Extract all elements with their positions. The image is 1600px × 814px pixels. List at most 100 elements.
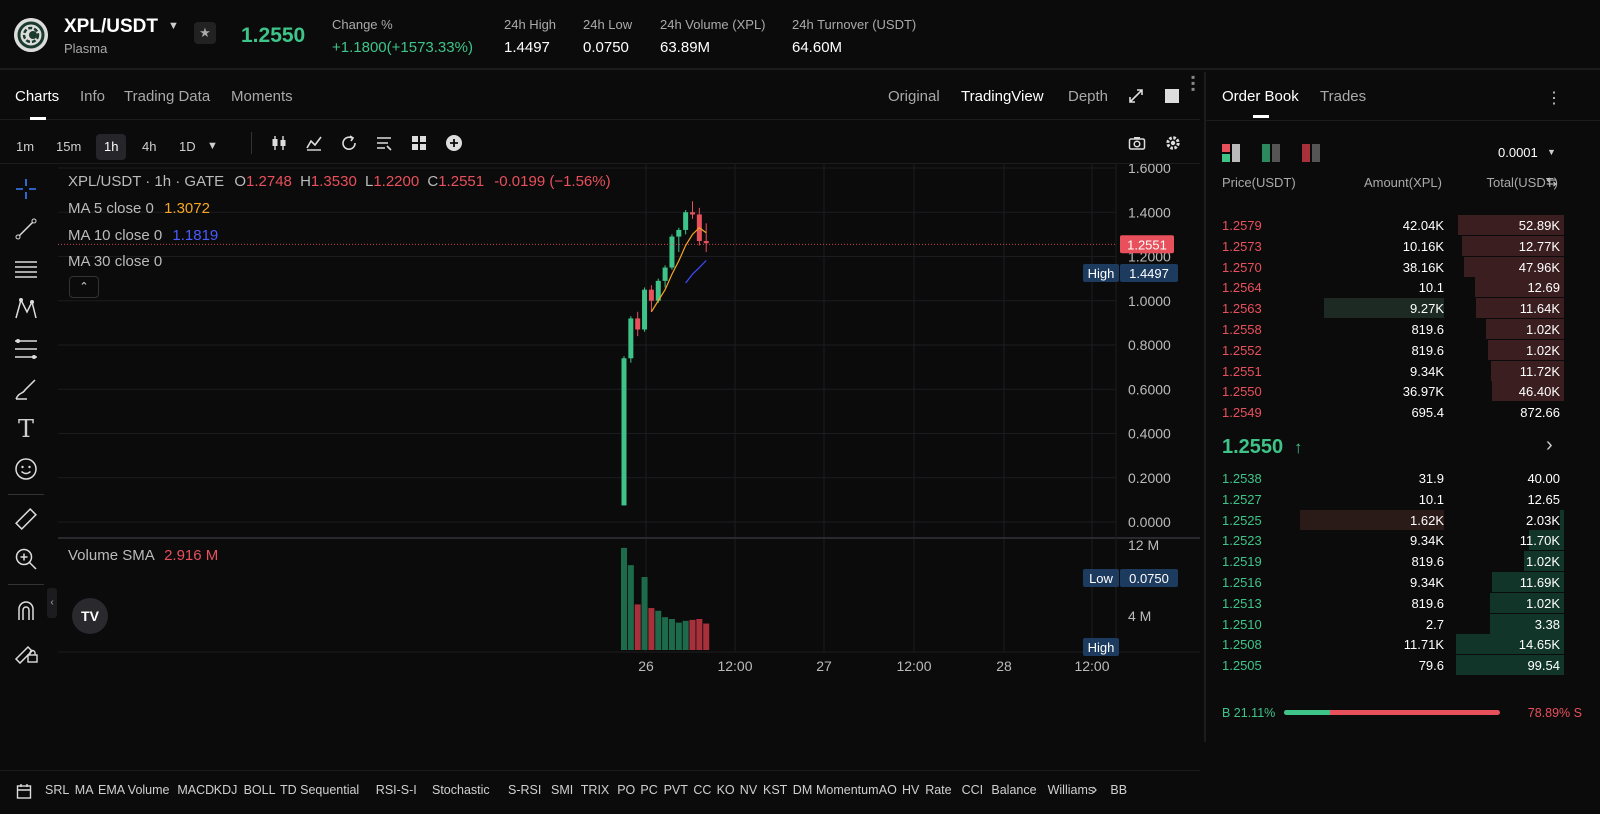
tab-moments[interactable]: Moments [231,88,293,105]
interval-dropdown-icon[interactable]: ▼ [207,140,218,152]
bid-row[interactable]: 1.2513 819.6 1.02K [1206,592,1600,613]
indicator-item[interactable]: SRL [45,783,70,797]
indicator-item[interactable]: SMI [551,783,574,797]
bid-row[interactable]: 1.2516 9.34K 11.69K [1206,572,1600,592]
more-menu-icon[interactable]: ⋮ [1546,90,1562,107]
indicator-item[interactable]: S-RSI [508,783,542,797]
indicator-item[interactable]: TD Sequential [280,783,360,797]
bid-row[interactable]: 1.2510 2.7 3.38 [1206,613,1600,634]
indicator-item[interactable]: BB [1110,783,1128,797]
precision-dropdown-icon[interactable]: ▼ [1547,147,1556,157]
tab-trading-data[interactable]: Trading Data [124,88,211,105]
collapse-legend-icon[interactable]: ⌃ [69,276,99,298]
indicator-item[interactable]: PO [617,783,636,797]
indicator-item[interactable]: CC [693,783,712,797]
bid-row[interactable]: 1.2523 9.34K 11.70K [1206,530,1600,551]
pattern-icon[interactable] [13,296,39,322]
bid-row[interactable]: 1.2527 10.1 12.65 [1206,489,1600,509]
view-original[interactable]: Original [888,88,940,105]
add-plus-icon[interactable] [445,134,463,157]
indicator-item[interactable]: HV [902,783,920,797]
bid-row[interactable]: 1.2505 79.6 99.54 [1206,655,1600,676]
emoji-icon[interactable] [13,456,39,482]
pair-dropdown-icon[interactable]: ▼ [168,20,179,32]
ask-row[interactable]: 1.2570 38.16K 47.96K [1206,256,1600,277]
indicators-icon[interactable] [305,134,323,157]
templates-icon[interactable] [375,134,393,157]
indicator-item[interactable]: Williams [1047,783,1095,797]
bid-row[interactable]: 1.2538 31.9 40.00 [1206,468,1600,488]
ruler-icon[interactable] [13,506,39,532]
replay-icon[interactable] [340,134,358,157]
bid-row[interactable]: 1.2525 1.62K 2.03K [1206,509,1600,530]
pair-symbol[interactable]: XPL/USDT [64,16,158,37]
indicator-item[interactable]: MACD [177,783,215,797]
ask-row[interactable]: 1.2579 42.04K 52.89K [1206,215,1600,235]
tradingview-logo-icon[interactable]: TV [72,598,108,634]
indicator-item[interactable]: CCI [961,783,984,797]
indicator-item[interactable]: RSI-S-I [375,783,417,797]
view-asks-icon[interactable] [1302,144,1324,167]
indicator-item[interactable]: KO [716,783,735,797]
indicator-item[interactable]: PVT [663,783,688,797]
layout-grid-icon[interactable] [410,134,428,157]
fib-retracement-icon[interactable] [13,336,39,362]
indicator-item[interactable]: AO [878,783,897,797]
tab-trades[interactable]: Trades [1320,88,1367,105]
view-depth[interactable]: Depth [1068,88,1109,105]
ask-row[interactable]: 1.2550 36.97K 46.40K [1206,381,1600,402]
ask-row[interactable]: 1.2563 9.27K 11.64K [1206,298,1600,319]
interval-4h[interactable]: 4h [142,139,157,154]
indicator-item[interactable]: MA [74,783,94,797]
indicator-item[interactable]: Stochastic [432,783,490,797]
brush-icon[interactable] [13,376,39,402]
tab-order-book[interactable]: Order Book [1222,88,1299,105]
horizontal-lines-icon[interactable] [13,256,39,282]
precision-select[interactable]: 0.0001 [1498,145,1538,160]
interval-1h[interactable]: 1h [96,134,127,160]
view-both-icon[interactable] [1222,144,1244,167]
collapse-tools-icon[interactable]: ‹ [47,588,57,618]
fullscreen-icon[interactable] [1128,88,1144,109]
candle-type-icon[interactable] [270,134,288,157]
layout-square-icon[interactable] [1165,89,1179,108]
chevron-right-icon[interactable]: › [1546,434,1553,456]
ask-row[interactable]: 1.2552 819.6 1.02K [1206,339,1600,360]
trend-line-icon[interactable] [13,216,39,242]
interval-1m[interactable]: 1m [16,139,35,154]
indicator-item[interactable]: Rate [925,783,952,797]
panel-menu-icon[interactable]: ▪ ▪ ▪ [1191,70,1196,96]
indicator-item[interactable]: DM [792,783,813,797]
interval-1d[interactable]: 1D [179,139,196,154]
indicator-item[interactable]: KST [763,783,788,797]
lock-drawing-icon[interactable] [13,638,39,665]
indicator-item[interactable]: TRIX [580,783,610,797]
swap-units-icon[interactable]: ⇆ [1546,174,1557,189]
indicator-item[interactable]: NV [739,783,758,797]
indicator-item[interactable]: Volume [127,783,170,797]
bid-row[interactable]: 1.2519 819.6 1.02K [1206,551,1600,572]
view-tradingview[interactable]: TradingView [961,88,1044,105]
ask-row[interactable]: 1.2551 9.34K 11.72K [1206,360,1600,381]
crosshair-icon[interactable] [13,176,39,202]
view-bids-icon[interactable] [1262,144,1284,167]
indicator-item[interactable]: Balance [991,783,1037,797]
indicator-item[interactable]: Momentum [816,783,879,797]
price-chart[interactable]: 1.60001.40001.20001.00000.80000.60000.40… [58,164,1200,724]
interval-15m[interactable]: 15m [56,139,82,154]
ask-row[interactable]: 1.2549 695.4 872.66 [1206,402,1600,422]
magnet-icon[interactable] [13,598,39,624]
indicator-item[interactable]: PC [640,783,658,797]
bid-row[interactable]: 1.2508 11.71K 14.65K [1206,634,1600,655]
tab-info[interactable]: Info [80,88,106,105]
ask-row[interactable]: 1.2558 819.6 1.02K [1206,319,1600,339]
indicator-item[interactable]: EMA [98,783,126,797]
settings-gear-icon[interactable] [1164,134,1182,157]
camera-icon[interactable] [1128,134,1146,157]
calendar-icon[interactable] [16,783,32,804]
scroll-right-icon[interactable]: › [1092,781,1098,798]
ask-row[interactable]: 1.2573 10.16K 12.77K [1206,235,1600,256]
indicator-item[interactable]: KDJ [213,783,238,797]
indicator-item[interactable]: BOLL [243,783,276,797]
zoom-in-icon[interactable] [13,546,39,572]
